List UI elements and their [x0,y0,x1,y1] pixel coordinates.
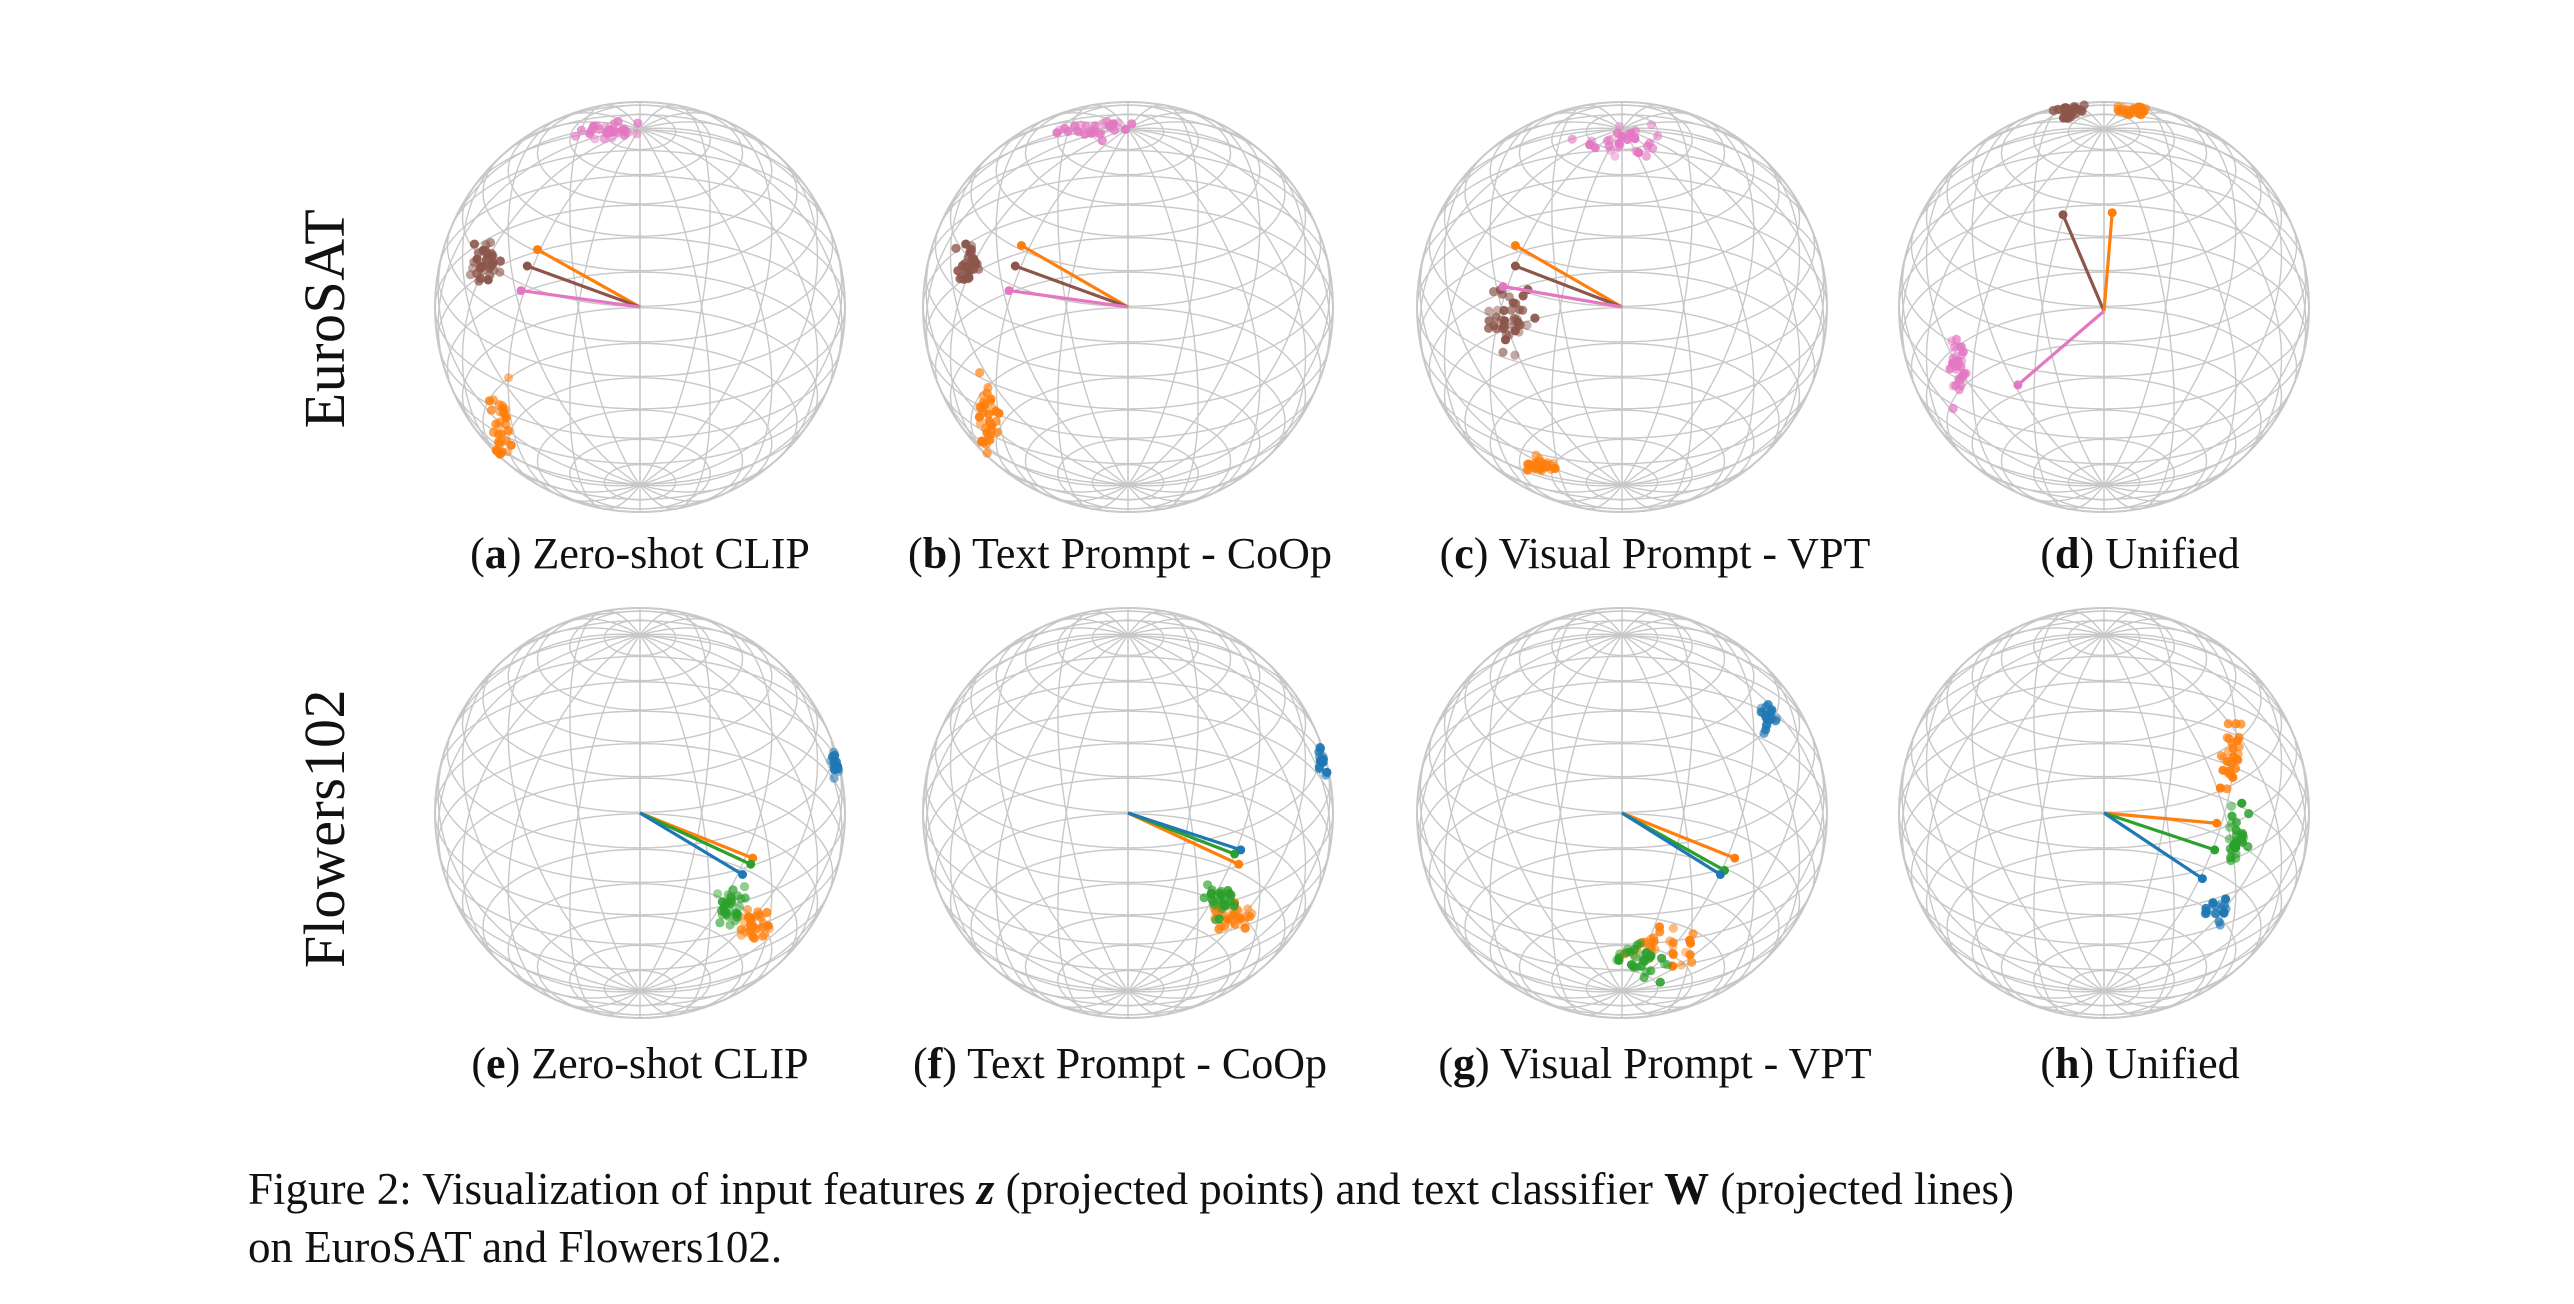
subcaption-letter: d [2055,529,2080,578]
subcaption-name: Visual Prompt - VPT [1498,529,1871,578]
subcaption-name: Zero-shot CLIP [531,1039,809,1088]
caption-middle: (projected points) and text classifier [994,1164,1665,1214]
row-label-eurosat: EuroSAT [292,208,358,429]
subcaption-name: Unified [2105,529,2240,578]
sphere-c [1416,101,1828,513]
subcaption-e: (e) Zero-shot CLIP [471,1039,809,1088]
subcaption-letter: g [1453,1039,1475,1088]
subcaption-name: Text Prompt - CoOp [967,1039,1328,1088]
sphere-panels [434,100,2310,1019]
subcaption-f: (f) Text Prompt - CoOp [912,1039,1328,1088]
subcaption-b: (b) Text Prompt - CoOp [908,529,1332,578]
sphere-g [1416,607,1828,1019]
subcaption-name: Zero-shot CLIP [532,529,810,578]
caption-suffix: (projected lines) [1709,1164,2014,1214]
subcaption-name: Visual Prompt - VPT [1499,1039,1872,1088]
figure-caption: Figure 2: Visualization of input feature… [248,1160,2348,1276]
subcaption-c: (c) Visual Prompt - VPT [1439,529,1871,578]
row-label-flowers102: Flowers102 [291,689,357,968]
subcaption-letter: c [1454,529,1474,578]
caption-line2: on EuroSAT and Flowers102. [248,1222,783,1272]
subcaption-letter: b [922,529,948,578]
subcaption-d: (d) Unified [2040,529,2240,578]
sphere-h [1898,607,2310,1019]
sphere-d [1898,100,2310,513]
subcaption-g: (g) Visual Prompt - VPT [1438,1039,1872,1088]
subcaption-letter: f [927,1039,943,1088]
subcaption-name: Unified [2105,1039,2240,1088]
subcaption-letter: a [484,529,507,578]
subcaption-a: (a) Zero-shot CLIP [470,529,810,578]
subcaption-letter: e [486,1039,506,1088]
subcaption-h: (h) Unified [2040,1039,2240,1088]
caption-prefix: Figure 2: Visualization of input feature… [248,1164,977,1214]
sphere-f [922,607,1334,1019]
caption-z-symbol: z [976,1164,995,1214]
subcaption-letter: h [2055,1039,2080,1088]
sphere-a [434,101,846,513]
subcaption-name: Text Prompt - CoOp [972,529,1332,578]
sphere-b [922,101,1334,513]
caption-w-symbol: W [1664,1164,1710,1214]
sphere-e [434,607,846,1019]
